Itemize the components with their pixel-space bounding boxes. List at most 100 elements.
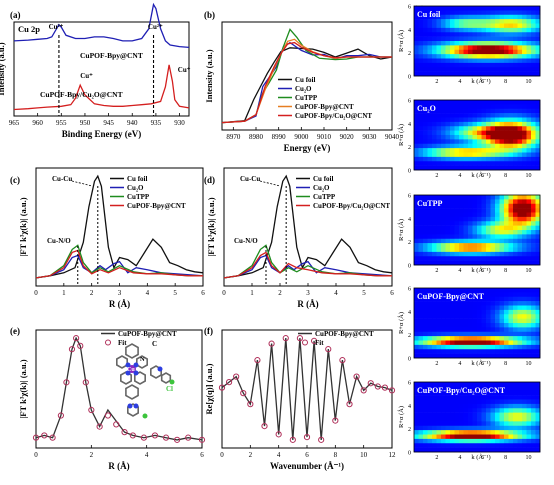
heatmap-cell: [418, 156, 424, 162]
heatmap-cell: [418, 117, 424, 123]
heatmap-cell: [454, 148, 460, 153]
y-tick-label: 0: [408, 264, 411, 270]
heatmap-cell: [432, 143, 437, 149]
heatmap-cell: [414, 104, 419, 110]
heatmap-cell: [472, 143, 478, 149]
heatmap-cell: [436, 395, 442, 400]
heatmap-cell: [526, 331, 532, 337]
heatmap-cell: [517, 62, 523, 68]
heatmap-cell: [499, 408, 505, 413]
heatmap-cell: [427, 386, 433, 392]
heatmap-cell: [459, 314, 464, 319]
heatmap-cell: [436, 19, 442, 24]
heatmap-cell: [441, 386, 446, 392]
heatmap-cell: [432, 32, 437, 37]
heatmap-cell: [414, 54, 419, 59]
heatmap-cell: [504, 14, 509, 20]
heatmap-cell: [459, 27, 464, 33]
heatmap-cell: [441, 113, 446, 118]
heatmap-cell: [454, 195, 460, 200]
heatmap-cell: [535, 19, 541, 24]
heatmap-cell: [486, 395, 491, 400]
heatmap-cell: [517, 382, 523, 387]
heatmap-cell: [486, 27, 491, 33]
heatmap-cell: [472, 301, 478, 306]
map-title: CuPOF-Bpy/Cu₂O@CNT: [417, 386, 506, 395]
heatmap-cell: [445, 139, 451, 145]
heatmap-cell: [463, 67, 469, 72]
heatmap-cell: [463, 243, 469, 248]
heatmap-cell: [481, 327, 487, 333]
heatmap-cell: [468, 292, 473, 298]
heatmap-cell: [508, 234, 514, 240]
heatmap-cell: [513, 421, 518, 427]
x-tick-label: 4: [458, 268, 461, 274]
heatmap-cell: [517, 27, 523, 33]
heatmap-cell: [517, 430, 523, 435]
heatmap-cell: [432, 126, 437, 131]
heatmap-cell: [486, 353, 491, 359]
heatmap-cell: [445, 344, 451, 350]
heatmap-cell: [517, 417, 523, 422]
heatmap-cell: [508, 104, 514, 110]
heatmap-cell: [513, 212, 518, 218]
heatmap-cell: [490, 296, 496, 302]
heatmap-cell: [495, 165, 500, 171]
heatmap-cell: [522, 247, 527, 253]
heatmap-cell: [508, 108, 514, 114]
x-tick-label: 4: [146, 289, 150, 297]
x-tick-label: 0: [220, 451, 224, 459]
heatmap-cell: [472, 425, 478, 431]
heatmap-cell: [531, 36, 536, 42]
heatmap-cell: [504, 108, 509, 114]
heatmap-cell: [418, 344, 424, 350]
atom-label: N: [140, 356, 145, 363]
heatmap-cell: [508, 195, 514, 200]
heatmap-cell: [472, 156, 478, 162]
heatmap-cell: [490, 234, 496, 240]
heatmap-cell: [432, 309, 437, 315]
heatmap-cell: [526, 152, 532, 158]
y-tick-label: 6: [408, 194, 411, 200]
heatmap-cell: [481, 230, 487, 235]
legend-label: Cu₂O: [295, 85, 312, 93]
heatmap-cell: [499, 314, 505, 319]
heatmap-cell: [427, 309, 433, 315]
heatmap-cell: [463, 54, 469, 59]
heatmap-cell: [486, 6, 491, 11]
heatmap-cell: [526, 19, 532, 24]
heatmap-cell: [445, 403, 451, 409]
heatmap-cell: [522, 408, 527, 413]
heatmap-cell: [508, 203, 514, 209]
heatmap-cell: [441, 161, 446, 166]
heatmap-cell: [522, 430, 527, 435]
heatmap-cell: [441, 425, 446, 431]
heatmap-cell: [423, 434, 428, 440]
heatmap-cell: [454, 216, 460, 222]
heatmap-cell: [450, 100, 455, 105]
heatmap-cell: [495, 309, 500, 315]
heatmap-cell: [459, 292, 464, 298]
n-atom: [127, 403, 133, 409]
heatmap-cell: [427, 382, 433, 387]
heatmap-cell: [427, 67, 433, 72]
heatmap-cell: [436, 161, 442, 166]
heatmap-cell: [454, 27, 460, 33]
heatmap-cell: [513, 203, 518, 209]
heatmap-cell: [441, 336, 446, 341]
heatmap-cell: [504, 344, 509, 350]
heatmap-cell: [535, 425, 541, 431]
heatmap-cell: [499, 27, 505, 33]
x-tick-label: 8: [334, 451, 338, 459]
heatmap-cell: [450, 430, 455, 435]
heatmap-cell: [432, 234, 437, 240]
heatmap-cell: [459, 301, 464, 306]
y-axis-label: |FT k³χ(k)| (a.u.): [18, 359, 28, 418]
heatmap-cell: [486, 296, 491, 302]
heatmap-cell: [522, 71, 527, 77]
heatmap-cell: [454, 238, 460, 244]
heatmap-cell: [490, 403, 496, 409]
heatmap-cell: [535, 161, 541, 166]
heatmap-cell: [522, 256, 527, 261]
